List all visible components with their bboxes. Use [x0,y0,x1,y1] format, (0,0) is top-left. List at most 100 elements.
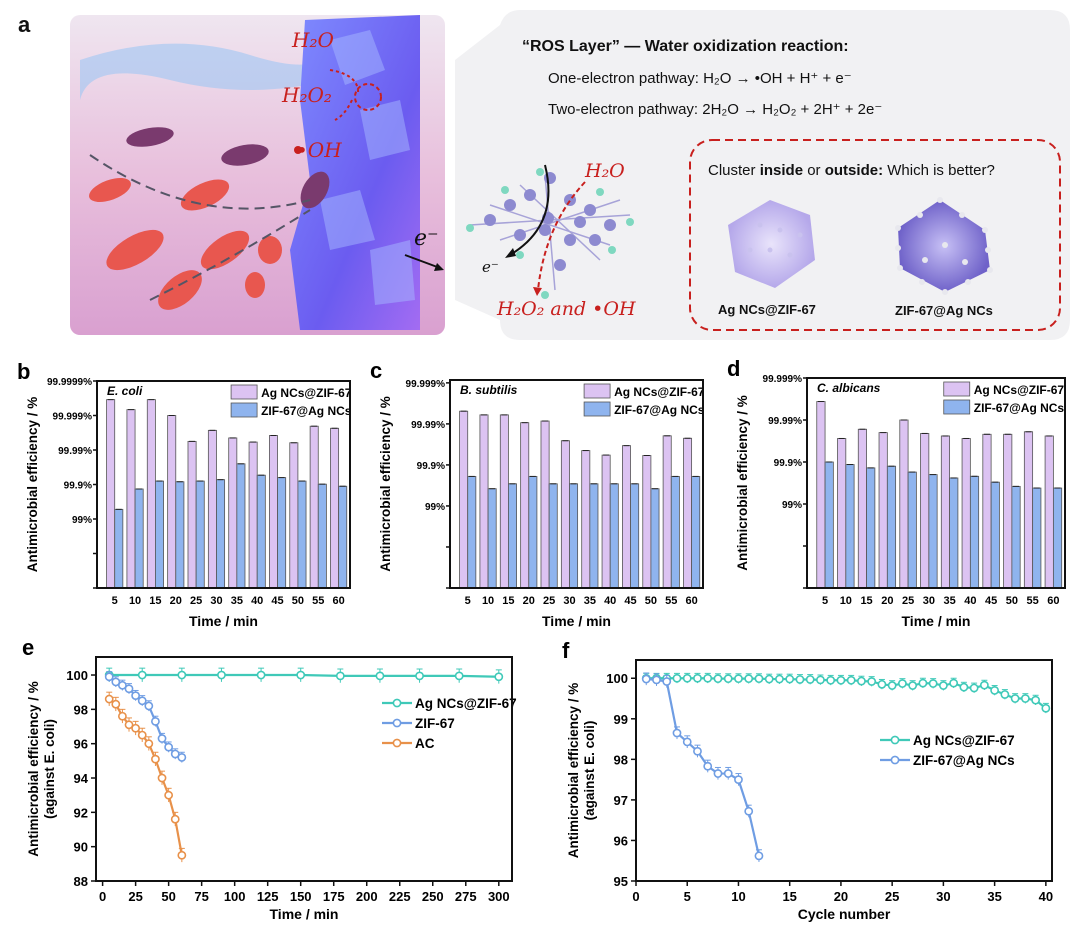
data-point [938,681,948,690]
organism-label: C. albicans [817,381,881,395]
bar-zif67-at-ag-ncs [487,488,497,589]
data-point [296,670,306,680]
x-tick-label: 20 [881,595,893,607]
data-point [979,680,989,690]
bar-ag-ncs-at-zif67 [940,435,951,589]
x-axis-label: Time / min [270,906,339,922]
panel-letter-c: c [370,358,382,383]
x-tick-label: 0 [99,889,106,904]
data-point [795,675,805,684]
bar-zif67-at-ag-ncs [297,480,307,589]
data-point [805,675,815,684]
bar-ag-ncs-at-zif67 [560,440,570,589]
x-tick-label: 50 [161,889,175,904]
data-point [959,682,969,692]
legend-swatch [230,384,258,400]
bar-ag-ncs-at-zif67 [459,410,469,589]
data-point [693,673,702,683]
question-inside: inside [759,162,804,179]
data-point [177,850,187,860]
cluster-h2o-label: H₂O [585,160,625,182]
bar-zif67-at-ag-ncs [216,479,226,589]
data-point [672,673,682,683]
plot-frame [96,380,351,589]
data-point [170,749,180,759]
data-point [144,701,154,711]
one-electron-pathway: One-electron pathway: H₂O → •OH + H⁺ + e… [548,70,852,87]
bar-zif67-at-ag-ncs [630,483,640,589]
bar-ag-ncs-at-zif67 [601,454,611,589]
data-point [754,674,764,684]
bar-zif67-at-ag-ncs [1011,485,1021,589]
bar-zif67-at-ag-ncs [907,471,917,589]
data-point [111,699,121,709]
y-tick-label: 99.9% [774,458,802,469]
bar-ag-ncs-at-zif67 [207,429,217,589]
organism-label: B. subtilis [460,383,518,397]
legend-label: Ag NCs@ZIF-67 [415,696,517,711]
data-point [454,671,464,681]
x-tick-label: 60 [332,595,344,607]
x-tick-label: 200 [356,889,378,904]
y-tick-label: 99% [425,502,445,513]
data-point [764,674,774,684]
chart-panel-f: f Antimicrobial efficiency / % (against E.… [562,638,1053,922]
y-axis-label-sub: (against E. coli) [42,719,57,819]
x-tick-label: 50 [645,595,657,607]
bar-ag-ncs-at-zif67 [228,437,238,589]
organism-label: E. coli [107,384,143,398]
data-point [867,677,877,686]
x-tick-label: 40 [251,595,263,607]
x-tick-label: 30 [923,595,935,607]
x-tick-label: 35 [987,889,1001,904]
question-text: Cluster [708,162,760,179]
data-point [494,672,504,682]
data-point [713,769,723,778]
plot-frame [449,379,704,589]
data-point [1000,690,1010,699]
bar-ag-ncs-at-zif67 [330,427,340,589]
data-point [826,675,836,685]
bar-ag-ncs-at-zif67 [642,455,652,589]
legend-label: ZIF-67 [415,716,455,731]
x-tick-label: 25 [128,889,142,904]
data-point [170,814,180,824]
panel-letter-d: d [727,356,740,381]
legend-label: ZIF-67@Ag NCs [614,403,705,417]
bar-ag-ncs-at-zif67 [816,401,826,589]
x-axis-label: Time / min [542,613,611,629]
data-point [137,696,147,706]
y-tick-label: 99.9% [64,481,92,492]
x-tick-label: 10 [482,595,494,607]
bar-zif67-at-ag-ncs [528,476,538,589]
reaction-site-circle [354,83,382,111]
x-tick-label: 25 [902,595,914,607]
bar-ag-ncs-at-zif67 [479,414,489,589]
x-tick-label: 15 [502,595,514,607]
legend-label: AC [415,736,435,751]
y-tick-label: 95 [614,874,628,889]
chart-panel-e: e Antimicrobial efficiency / % (against E.… [22,635,517,922]
electron-arrow [404,254,441,269]
data-point [846,675,856,685]
x-tick-label: 15 [860,595,872,607]
data-point [1031,695,1041,705]
x-tick-label: 10 [840,595,852,607]
data-point [177,670,187,680]
data-point [137,730,147,740]
electron-path-arrow [509,164,550,256]
question-outside: outside: [824,162,884,179]
x-tick-label: 25 [190,595,202,607]
y-tick-label: 94 [74,771,89,786]
data-point [662,677,672,686]
bar-zif67-at-ag-ncs [589,483,599,589]
data-point [703,761,713,771]
data-point [131,723,141,733]
bar-zif67-at-ag-ncs [508,483,517,589]
bar-zif67-at-ag-ncs [949,477,959,589]
data-point [969,683,979,693]
bar-ag-ncs-at-zif67 [289,442,299,589]
electron-label: e⁻ [414,226,439,251]
x-tick-label: 15 [149,595,161,607]
